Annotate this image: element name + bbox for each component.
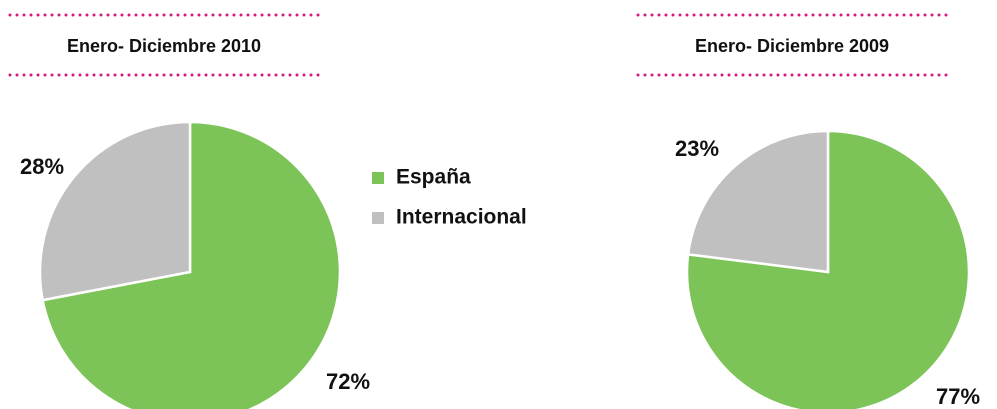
pie-slice bbox=[38, 120, 192, 302]
legend-label: Internacional bbox=[396, 206, 527, 229]
chart-title: Enero- Diciembre 2009 bbox=[695, 36, 889, 56]
pie-slice bbox=[685, 129, 971, 409]
data-label: 28% bbox=[20, 154, 64, 179]
legend-swatch bbox=[372, 212, 384, 224]
data-label: 23% bbox=[675, 136, 719, 161]
legend-swatch bbox=[372, 172, 384, 184]
data-label: 77% bbox=[936, 384, 980, 409]
pie-slice bbox=[686, 129, 830, 274]
data-label: 72% bbox=[326, 369, 370, 394]
pie-slice bbox=[41, 120, 342, 409]
legend-label: España bbox=[396, 166, 471, 189]
chart-title: Enero- Diciembre 2010 bbox=[67, 36, 261, 56]
